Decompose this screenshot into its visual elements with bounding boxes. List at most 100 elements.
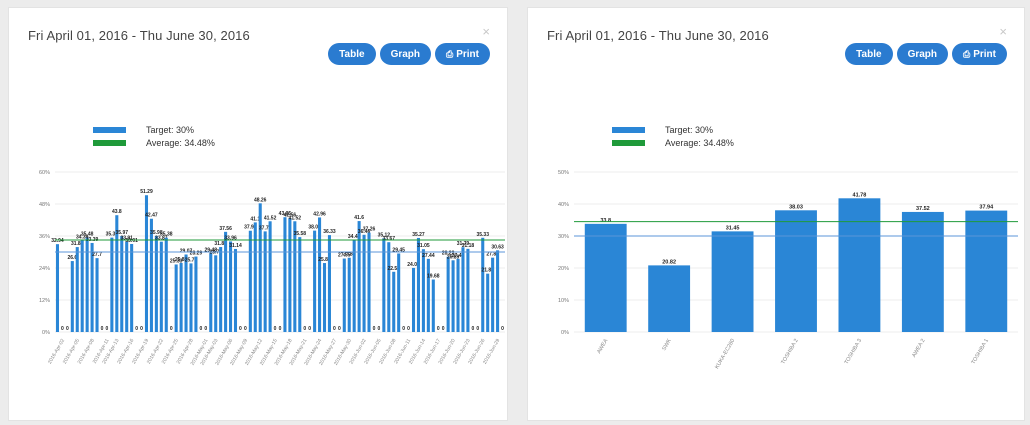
y-tick-label: 50%: [558, 170, 569, 176]
bar: [159, 241, 163, 332]
bar-data-label: 37.56: [219, 226, 232, 232]
graph-button[interactable]: Graph: [896, 43, 949, 65]
legend-label-average: Average: 34.48%: [146, 137, 215, 148]
bar-data-label: 24.03: [407, 262, 420, 268]
bar: [268, 221, 272, 332]
panel-title: Fri April 01, 2016 - Thu June 30, 2016: [28, 28, 250, 43]
bar: [164, 237, 168, 332]
bar: [456, 258, 460, 332]
bar-data-label: 42.96: [313, 211, 326, 217]
table-button-label: Table: [856, 48, 882, 60]
bar: [263, 231, 267, 332]
bar-data-label: 0: [407, 326, 410, 332]
legend-swatch-target: [93, 126, 126, 133]
bar: [288, 218, 292, 332]
bar: [451, 260, 455, 332]
printer-icon: ⎙: [963, 48, 971, 59]
bar-data-label: 0: [501, 326, 504, 332]
bar-data-label: 0: [135, 326, 138, 332]
graph-button[interactable]: Graph: [379, 43, 432, 65]
bar-data-label: 41.52: [289, 215, 302, 221]
y-tick-label: 0%: [561, 330, 569, 336]
bar: [233, 248, 238, 332]
legend-swatch-target: [612, 126, 645, 133]
close-icon[interactable]: ×: [482, 24, 490, 39]
bar: [322, 263, 327, 332]
bar-data-label: 33.96: [224, 235, 237, 241]
bar-data-label: 25.33: [170, 258, 183, 264]
bar: [70, 261, 74, 332]
bar-data-label: 0: [140, 326, 143, 332]
bar: [154, 236, 158, 332]
bar-data-label: 28.22: [442, 251, 455, 257]
bar: [184, 254, 188, 332]
bar-data-label: 37.26: [363, 227, 376, 233]
print-button-label: Print: [973, 48, 996, 60]
bar-data-label: 33.01: [125, 238, 138, 244]
bar-data-label: 37.73: [259, 225, 272, 231]
bar: [491, 257, 495, 332]
bar-data-label: 27.7: [92, 252, 102, 258]
legend-item-average: Average: 34.48%: [612, 136, 734, 149]
table-button[interactable]: Table: [328, 43, 376, 65]
bar-data-label: 19.68: [427, 274, 440, 280]
bar-data-label: 38.03: [789, 204, 803, 210]
bar-data-label: 32.94: [51, 238, 64, 244]
bar: [75, 247, 79, 332]
printer-icon: ⎙: [446, 48, 454, 59]
bar-data-label: 31.85: [71, 241, 84, 247]
bar-data-label: 51.29: [140, 189, 153, 195]
legend-label-average: Average: 34.48%: [665, 137, 734, 148]
print-button[interactable]: ⎙ Print: [435, 43, 490, 65]
bar-data-label: 35.27: [412, 232, 425, 238]
legend-label-target: Target: 30%: [146, 124, 195, 135]
bar-data-label: 48.26: [254, 197, 267, 203]
bar-data-label: 35.97: [116, 230, 129, 236]
bar: [55, 244, 60, 332]
bar-data-label: 27.44: [422, 253, 435, 259]
bar: [584, 223, 627, 332]
bar: [466, 248, 470, 332]
bar: [194, 256, 198, 332]
y-tick-label: 48%: [39, 202, 50, 208]
bar-data-label: 0: [437, 326, 440, 332]
bar: [219, 247, 223, 332]
bar: [838, 198, 881, 332]
bar: [486, 273, 490, 332]
bar: [179, 262, 183, 332]
bar: [85, 237, 89, 332]
bar-data-label: 31.86: [214, 241, 227, 247]
bar: [411, 267, 416, 332]
bar: [125, 241, 129, 332]
chart-legend: Target: 30% Average: 34.48%: [612, 123, 734, 149]
y-tick-label: 36%: [39, 234, 50, 240]
print-button[interactable]: ⎙ Print: [952, 43, 1007, 65]
bar: [293, 221, 297, 332]
bar-data-label: 33.67: [383, 236, 396, 242]
bar-data-label: 0: [471, 326, 474, 332]
y-tick-label: 0%: [42, 330, 50, 336]
bar-data-label: 28.29: [190, 251, 203, 257]
bar: [115, 215, 119, 332]
x-tick-label: KUKA-EC280: [714, 338, 736, 370]
bar: [901, 211, 944, 332]
close-icon[interactable]: ×: [999, 24, 1007, 39]
table-button[interactable]: Table: [845, 43, 893, 65]
bar-data-label: 35.58: [294, 231, 307, 237]
x-tick-label: AWEA: [596, 338, 609, 355]
bar-data-label: 0: [333, 326, 336, 332]
y-tick-label: 10%: [558, 298, 569, 304]
bar-data-label: 31.79: [457, 241, 470, 247]
bar-data-label: 37.94: [979, 205, 994, 211]
daily-utilization-bar-chart: 0%12%24%36%48%60%32.940 026.631.8534.3935…: [39, 170, 505, 367]
bar-data-label: 0: [402, 326, 405, 332]
legend-swatch-average: [612, 139, 645, 146]
bar: [248, 230, 252, 332]
bar-data-label: 29.07: [180, 248, 193, 254]
bar: [80, 240, 84, 332]
bar-data-label: 34.44: [348, 234, 361, 240]
legend-swatch-average: [93, 139, 126, 146]
bar-data-label: 0: [279, 326, 282, 332]
view-button-group: Table Graph ⎙ Print: [328, 43, 490, 65]
bar: [965, 210, 1008, 332]
